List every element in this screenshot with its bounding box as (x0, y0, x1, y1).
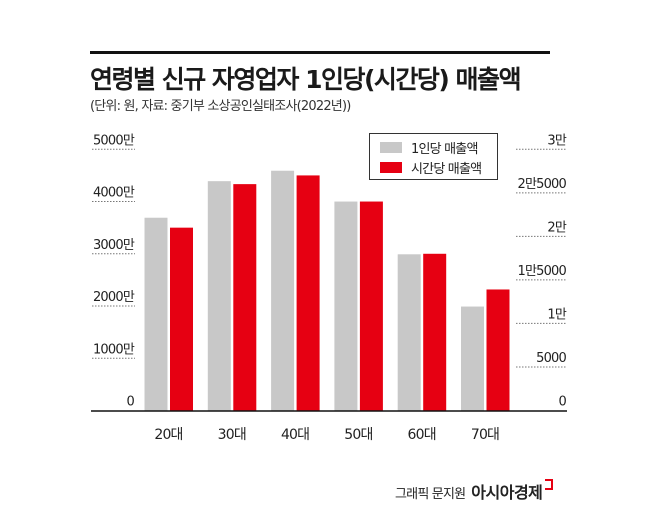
x-tick-label: 30대 (218, 427, 246, 443)
bar-per-hour (170, 227, 193, 411)
right-tick-label: 1만 (547, 307, 566, 322)
x-tick-label: 40대 (281, 427, 309, 443)
title-rule (90, 51, 550, 54)
credit-label: 그래픽 문지원 (395, 487, 466, 502)
right-tick-label: 0 (559, 395, 567, 410)
bar-per-hour (296, 175, 320, 411)
bar-per-hour (233, 184, 257, 411)
bar-per-person (207, 181, 231, 411)
x-tick-label: 20대 (154, 427, 182, 443)
left-tick-label: 4000만 (93, 186, 135, 201)
chart-title: 연령별 신규 자영업자 1인당(시간당) 매출액 (90, 65, 522, 94)
left-tick-label: 5000만 (93, 133, 135, 148)
x-tick-label: 60대 (408, 427, 436, 443)
left-tick-label: 2000만 (93, 290, 135, 305)
bar-per-hour (486, 289, 510, 411)
bar-per-person (397, 254, 421, 411)
chart-subtitle: (단위: 원, 자료: 중기부 소상공인실태조사(2022년)) (90, 99, 351, 114)
left-tick-label: 3000만 (93, 238, 135, 253)
brand-mark-icon (545, 479, 554, 490)
bar-per-person (144, 217, 168, 411)
legend-label-per-hour: 시간당 매출액 (411, 162, 481, 177)
x-tick-label: 70대 (471, 427, 499, 443)
left-tick-label: 0 (127, 395, 135, 410)
left-tick-label: 1000만 (93, 342, 135, 357)
bar-per-hour (423, 253, 447, 411)
right-tick-label: 2만5000 (517, 177, 566, 192)
bar-per-person (334, 201, 358, 411)
bar-per-person (271, 170, 295, 411)
right-tick-label: 2만 (547, 220, 566, 235)
legend-label-per-person: 1인당 매출액 (411, 142, 478, 157)
right-tick-label: 1만5000 (517, 264, 566, 279)
credit: 그래픽 문지원 아시아경제 (395, 479, 554, 503)
bar-per-person (461, 306, 484, 411)
legend-swatch-per-hour (380, 162, 402, 173)
bar-per-hour (359, 201, 383, 411)
brand-logo: 아시아경제 (471, 483, 543, 502)
right-tick-label: 3만 (547, 133, 566, 148)
legend-swatch-per-person (380, 142, 402, 153)
x-tick-label: 50대 (344, 427, 372, 443)
right-tick-label: 5000 (536, 351, 566, 366)
